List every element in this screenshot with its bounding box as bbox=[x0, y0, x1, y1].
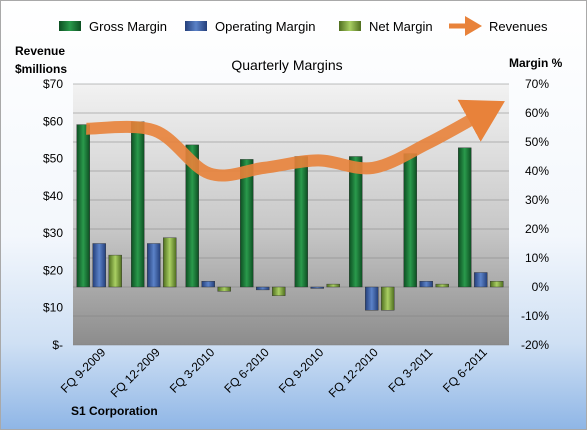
right-tick-label: 20% bbox=[525, 222, 549, 236]
right-tick-label: 60% bbox=[525, 106, 549, 120]
right-axis-ticks: -20% -10% 0% 10% 20% 30% 40% 50% 60% 70% bbox=[521, 77, 549, 352]
x-tick-label: FQ 9-2009 bbox=[58, 345, 109, 396]
x-tick-label: FQ 12-2009 bbox=[108, 345, 163, 400]
legend-label-revenues: Revenues bbox=[489, 19, 548, 34]
left-tick-label: $50 bbox=[43, 152, 63, 166]
right-tick-label: 0% bbox=[532, 280, 550, 294]
right-tick-label: -20% bbox=[521, 338, 549, 352]
right-tick-label: 10% bbox=[525, 251, 549, 265]
legend-swatch-operating-margin bbox=[185, 21, 207, 31]
left-axis-title-line2: $millions bbox=[15, 62, 67, 76]
bar-net-margin bbox=[435, 283, 449, 288]
bar-gross-margin bbox=[349, 156, 363, 288]
bar-gross-margin bbox=[240, 159, 254, 288]
revenue-line bbox=[86, 99, 505, 182]
left-axis-title-line1: Revenue bbox=[15, 44, 65, 58]
company-name: S1 Corporation bbox=[71, 404, 158, 418]
x-tick-label: FQ 6-2011 bbox=[440, 345, 490, 395]
bar-net-margin bbox=[381, 286, 395, 311]
gridlines bbox=[73, 83, 509, 346]
right-tick-label: 70% bbox=[525, 77, 549, 91]
bar-operating-margin bbox=[256, 286, 270, 291]
bar-gross-margin bbox=[294, 156, 308, 288]
bar-gross-margin bbox=[458, 147, 472, 288]
right-axis-title: Margin % bbox=[509, 56, 563, 70]
left-axis-ticks: $- $10 $20 $30 $40 $50 $60 $70 bbox=[43, 77, 63, 352]
left-tick-label: $10 bbox=[43, 301, 63, 315]
right-tick-label: 30% bbox=[525, 193, 549, 207]
bar-net-margin bbox=[326, 283, 340, 288]
legend-label-net-margin: Net Margin bbox=[369, 19, 433, 34]
left-tick-label: $- bbox=[52, 338, 63, 352]
x-tick-label: FQ 9-2010 bbox=[276, 345, 327, 396]
legend-swatch-net-margin bbox=[339, 21, 361, 31]
bar-net-margin bbox=[108, 254, 122, 288]
left-tick-label: $60 bbox=[43, 114, 63, 128]
bar-gross-margin bbox=[131, 121, 145, 288]
left-tick-label: $70 bbox=[43, 77, 63, 91]
right-tick-label: 40% bbox=[525, 164, 549, 178]
x-tick-label: FQ 12-2010 bbox=[326, 345, 381, 400]
bar-net-margin bbox=[272, 286, 286, 296]
right-tick-label: 50% bbox=[525, 135, 549, 149]
bar-operating-margin bbox=[419, 281, 433, 288]
bar-gross-margin bbox=[403, 153, 417, 288]
x-axis-ticks: FQ 9-2009 FQ 12-2009 FQ 3-2010 FQ 6-2010 FQ … bbox=[58, 345, 490, 400]
x-tick-label: FQ 6-2010 bbox=[221, 345, 272, 396]
chart-title: Quarterly Margins bbox=[231, 57, 342, 73]
bar-operating-margin bbox=[201, 281, 215, 288]
x-tick-label: FQ 3-2010 bbox=[167, 345, 218, 396]
bar-operating-margin bbox=[365, 286, 379, 311]
bar-operating-margin bbox=[310, 286, 324, 289]
bars bbox=[76, 121, 504, 311]
bar-gross-margin bbox=[76, 124, 90, 288]
legend-label-operating-margin: Operating Margin bbox=[215, 19, 315, 34]
left-tick-label: $30 bbox=[43, 226, 63, 240]
bar-net-margin bbox=[163, 237, 177, 288]
revenue-series bbox=[86, 99, 505, 182]
left-tick-label: $20 bbox=[43, 263, 63, 277]
right-tick-label: -10% bbox=[521, 309, 549, 323]
bar-operating-margin bbox=[474, 272, 488, 288]
left-tick-label: $40 bbox=[43, 189, 63, 203]
bar-gross-margin bbox=[185, 144, 199, 288]
bar-operating-margin bbox=[92, 243, 106, 288]
bar-operating-margin bbox=[147, 243, 161, 288]
legend: Gross Margin Operating Margin Net Margin… bbox=[59, 16, 548, 36]
x-tick-label: FQ 3-2011 bbox=[386, 345, 436, 395]
bar-net-margin bbox=[217, 286, 231, 292]
bar-net-margin bbox=[490, 281, 504, 288]
legend-label-gross-margin: Gross Margin bbox=[89, 19, 167, 34]
legend-swatch-gross-margin bbox=[59, 21, 81, 31]
